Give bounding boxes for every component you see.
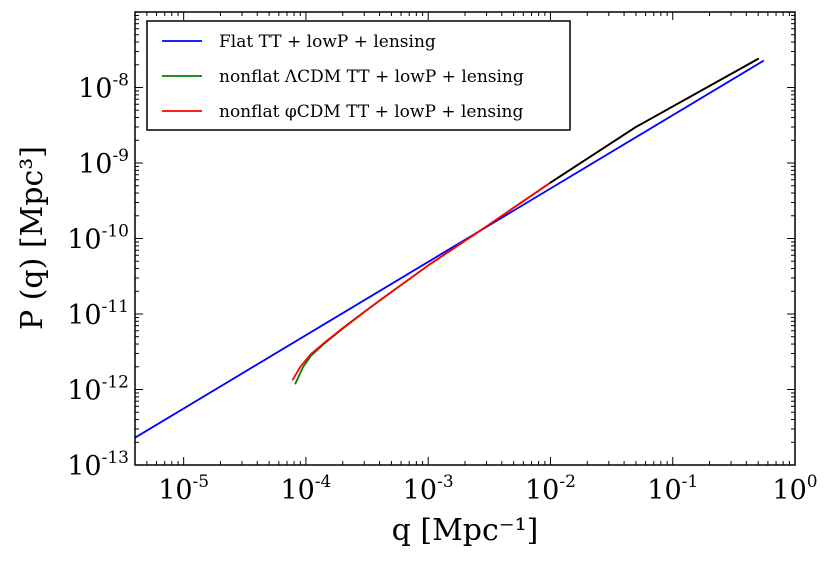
x-tick-label: 10-2: [525, 472, 576, 506]
x-tick-label: 10-1: [647, 472, 698, 506]
tick-labels: 10-5 10-4 10-3 10-2 10-1 100 10-13 10-12 10-11 10…: [67, 71, 817, 507]
x-tick-label: 10-4: [280, 472, 331, 506]
y-tick-label: 10-11: [67, 297, 129, 331]
x-axis-label: q [Mpc⁻¹]: [392, 513, 539, 548]
y-tick-label: 10-12: [67, 373, 129, 407]
ticks-layer: [134, 12, 796, 466]
series-line-3: [549, 57, 760, 184]
y-tick-label: 10-8: [78, 71, 129, 105]
legend-label: Flat TT + lowP + lensing: [219, 32, 436, 52]
series-line-0: [135, 60, 765, 439]
series-layer: [135, 57, 765, 439]
y-tick-label: 10-10: [67, 222, 129, 256]
y-tick-label: 10-13: [67, 448, 129, 482]
x-tick-label: 10-3: [403, 472, 454, 506]
y-tick-label: 10-9: [78, 146, 129, 180]
legend: Flat TT + lowP + lensing nonflat ΛCDM TT …: [146, 20, 571, 131]
x-tick-label: 100: [772, 472, 817, 506]
legend-box: [146, 20, 571, 131]
y-axis-label: P (q) [Mpc³]: [15, 146, 50, 330]
legend-label: nonflat φCDM TT + lowP + lensing: [219, 102, 524, 122]
legend-label: nonflat ΛCDM TT + lowP + lensing: [219, 67, 524, 87]
x-tick-label: 10-5: [158, 472, 209, 506]
